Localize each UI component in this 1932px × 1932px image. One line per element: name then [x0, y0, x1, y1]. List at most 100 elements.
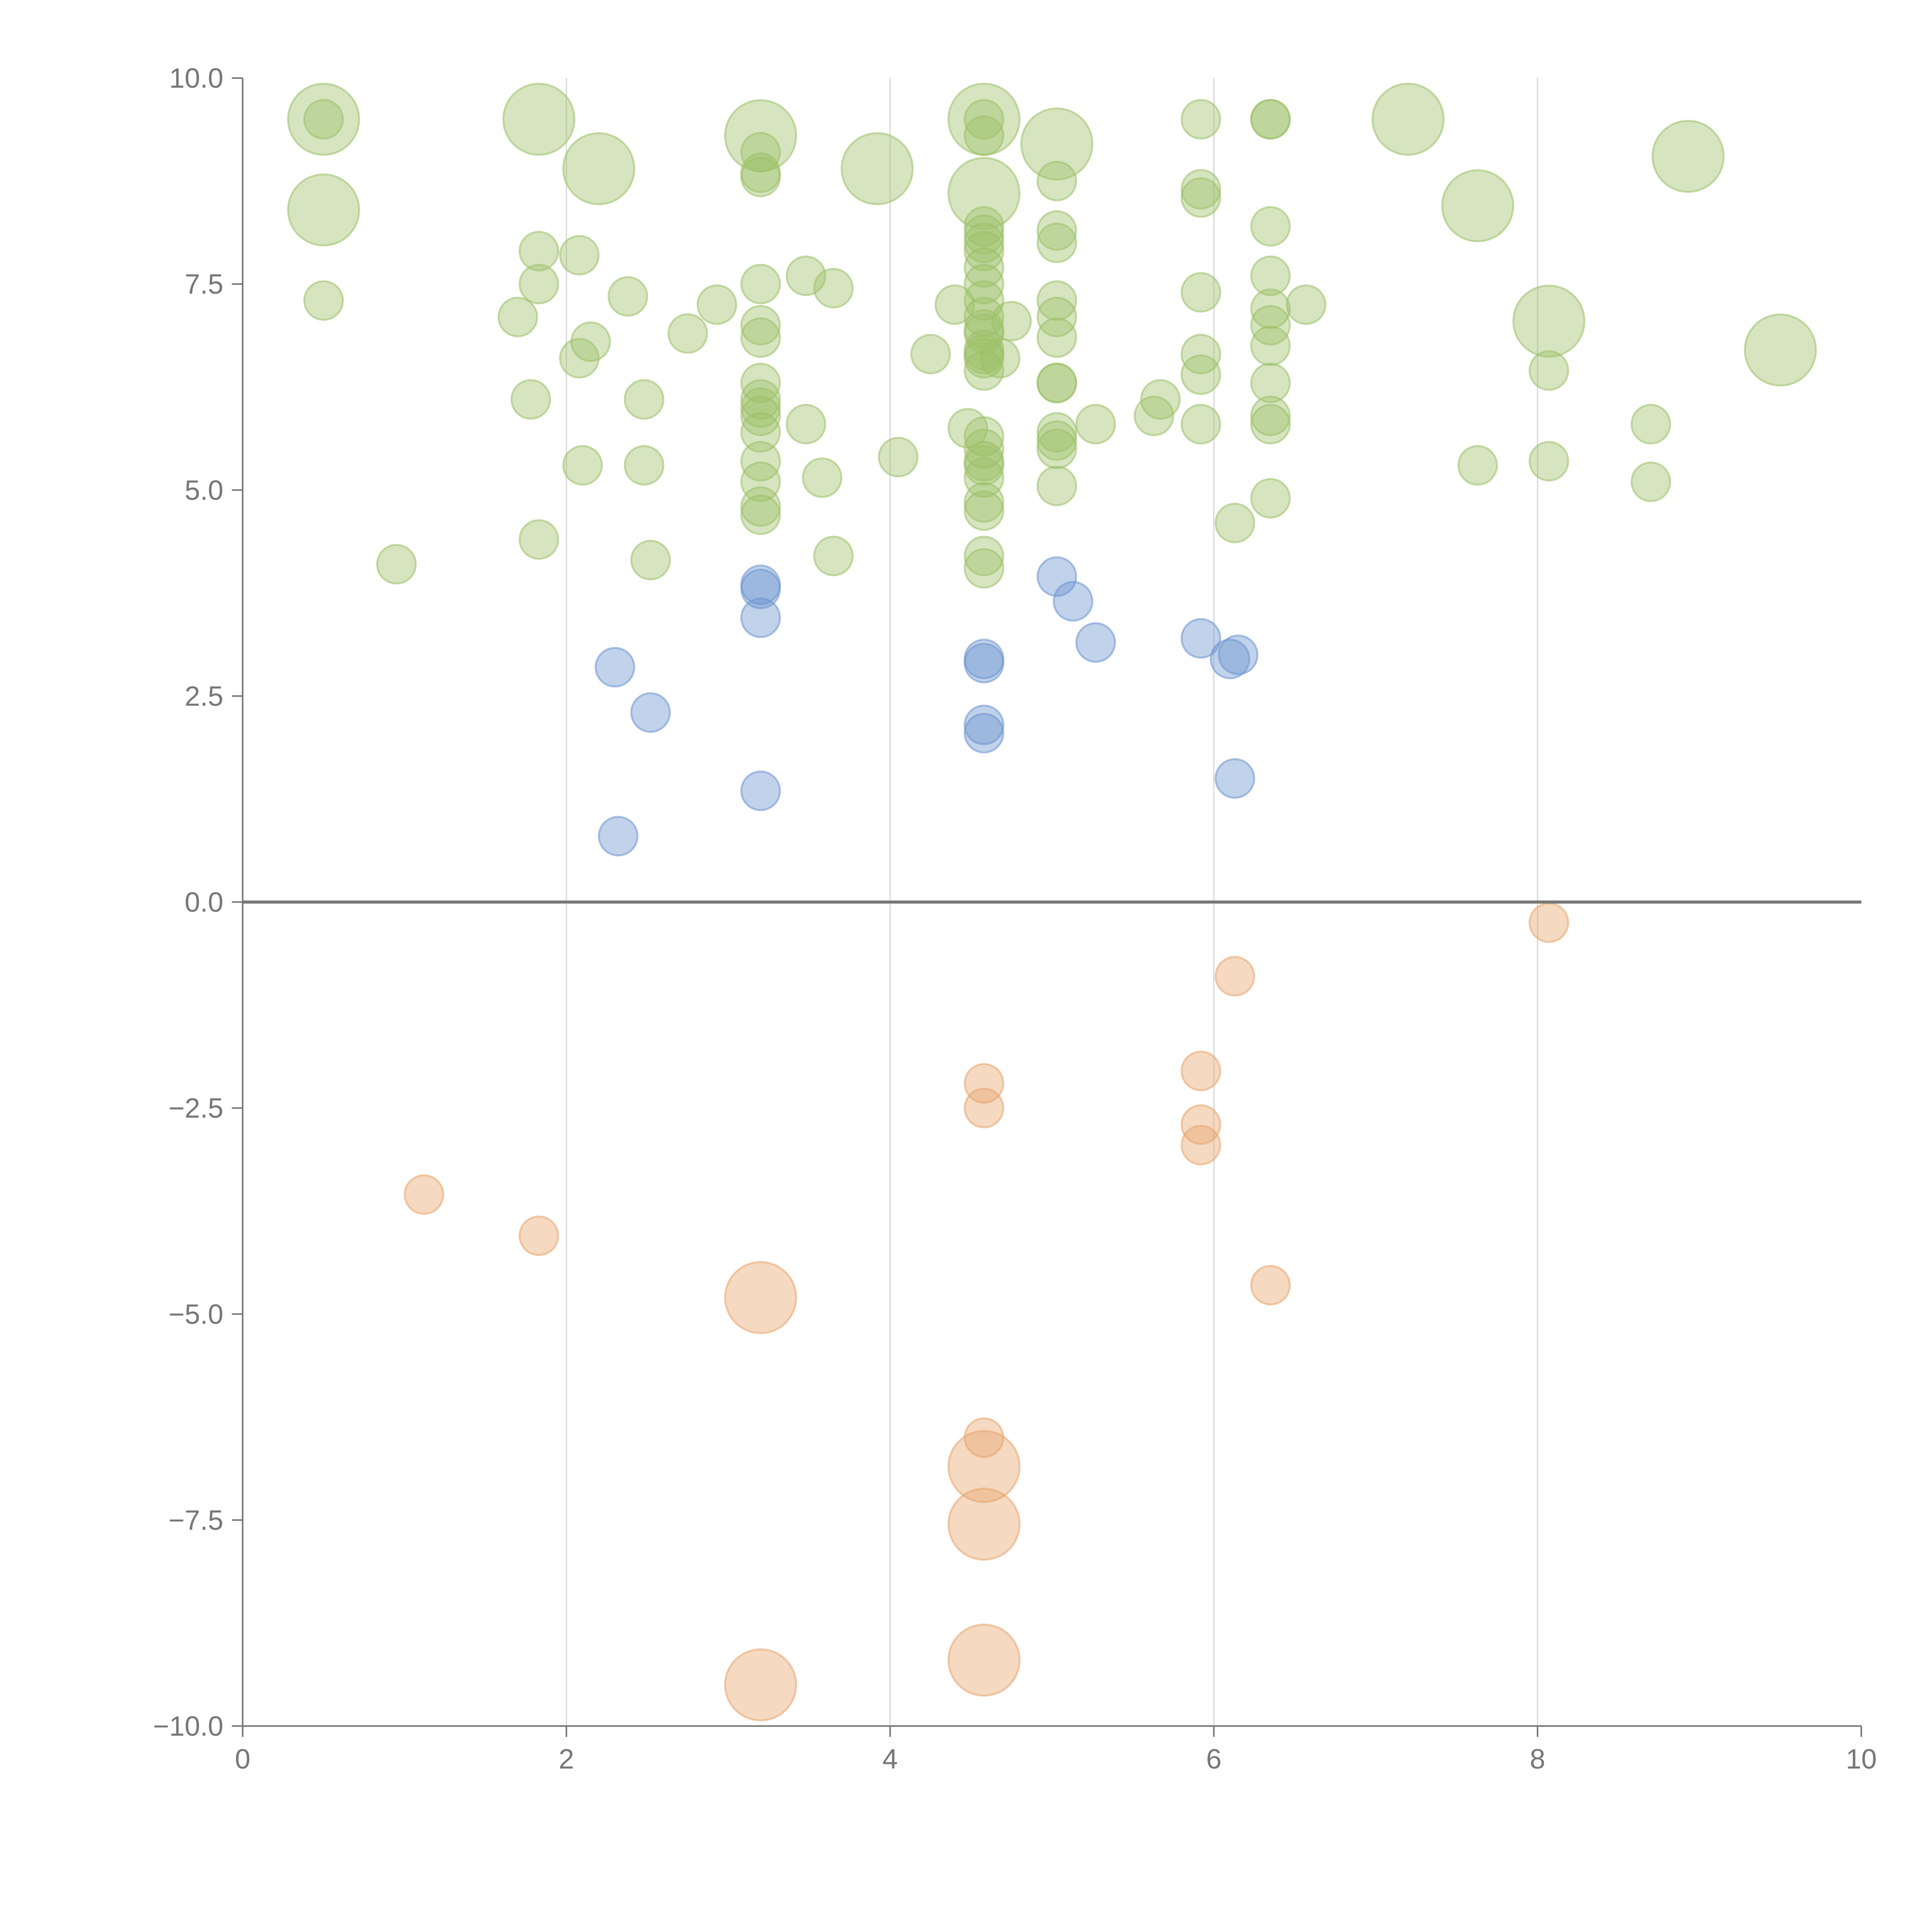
data-point-high [303, 99, 344, 140]
data-point-high [813, 536, 854, 577]
data-point-high [1250, 325, 1291, 366]
data-point-high [964, 231, 1005, 272]
data-point-high [624, 379, 665, 420]
data-point-high [964, 223, 1005, 263]
data-point-negative [724, 1261, 797, 1334]
data-point-high [740, 461, 781, 502]
data-point-high [559, 235, 600, 276]
data-point-high [1630, 404, 1671, 445]
data-point-high [1630, 461, 1671, 502]
data-point-mid [598, 816, 639, 857]
data-point-high [740, 305, 781, 346]
data-point-high [910, 333, 951, 374]
data-point-high [964, 536, 1005, 577]
data-point-mid [740, 597, 781, 638]
data-point-mid [740, 568, 781, 609]
y-tick-label: −10.0 [153, 1711, 223, 1742]
x-tick-label: 2 [559, 1744, 574, 1775]
data-point-high [1036, 420, 1077, 461]
x-axis-ticks: 0 2 4 6 8 10 [235, 1726, 1877, 1775]
data-point-high [1250, 288, 1291, 329]
data-point-negative [1250, 1265, 1291, 1306]
data-point-high [740, 395, 781, 436]
data-point-high [740, 317, 781, 358]
data-point-high [562, 445, 603, 486]
data-point-high [980, 338, 1020, 379]
data-point-high [786, 404, 827, 445]
data-point-high [1036, 466, 1077, 507]
data-point-high [1512, 284, 1586, 358]
data-point-high [696, 284, 737, 325]
x-tick-label: 0 [235, 1744, 250, 1775]
data-point-mid [1036, 556, 1077, 597]
data-point-high [964, 206, 1005, 247]
data-point-high [1250, 395, 1291, 436]
data-point-high [519, 519, 560, 560]
data-point-high [813, 268, 854, 309]
data-point-high [1529, 350, 1570, 391]
y-tick-label: 5.0 [185, 475, 223, 506]
data-point-high [740, 412, 781, 453]
data-point-high [303, 280, 344, 321]
data-point-high [964, 457, 1005, 498]
x-tick-label: 8 [1530, 1744, 1545, 1775]
data-point-negative [1529, 902, 1570, 943]
data-point-high [502, 83, 576, 156]
data-point-mid [594, 647, 635, 688]
data-point-mid [1180, 618, 1221, 659]
data-point-high [964, 416, 1005, 457]
data-point-high [1180, 333, 1221, 374]
data-point-high [519, 264, 560, 304]
data-point-high [1441, 169, 1514, 243]
data-point-high [1036, 296, 1077, 337]
data-points [287, 83, 1817, 1721]
data-point-high [287, 83, 360, 156]
data-point-high [1744, 313, 1817, 387]
data-point-high [1180, 177, 1221, 218]
data-point-negative [519, 1215, 560, 1256]
data-point-high [1457, 445, 1498, 486]
data-point-negative [947, 1623, 1021, 1697]
data-point-high [964, 264, 1005, 304]
data-point-negative [964, 1063, 1005, 1104]
data-point-high [991, 301, 1032, 342]
data-point-high [497, 296, 538, 337]
data-point-high [1036, 210, 1077, 251]
data-point-negative [1180, 1125, 1221, 1166]
data-point-high [964, 313, 1005, 354]
data-point-high [964, 490, 1005, 531]
data-point-high [376, 544, 417, 585]
y-tick-label: 0.0 [185, 887, 223, 918]
data-point-mid [740, 770, 781, 811]
data-point-high [624, 445, 665, 486]
data-point-mid [1218, 634, 1259, 675]
data-point-negative [724, 1648, 797, 1721]
data-point-high [1140, 379, 1181, 420]
x-tick-label: 4 [883, 1744, 898, 1775]
data-point-high [562, 132, 636, 206]
data-point-negative [403, 1174, 444, 1215]
y-tick-label: −2.5 [168, 1093, 223, 1124]
data-point-high [1371, 83, 1445, 156]
y-tick-label: 2.5 [185, 681, 223, 712]
data-point-high [740, 152, 781, 193]
data-point-high [519, 231, 560, 272]
data-point-high [510, 379, 551, 420]
data-point-negative [1214, 956, 1255, 997]
data-point-mid [1214, 758, 1255, 799]
data-point-high [786, 255, 827, 296]
data-point-high [740, 132, 781, 173]
data-point-high [1250, 362, 1291, 403]
data-point-high [630, 540, 671, 581]
data-point-high [740, 379, 781, 420]
data-point-mid [964, 704, 1005, 745]
y-tick-label: −5.0 [168, 1299, 223, 1330]
data-point-high [1651, 120, 1725, 193]
y-axis-ticks: −10.0 −7.5 −5.0 −2.5 0.0 2.5 5.0 7.5 10.0 [153, 63, 243, 1742]
y-tick-label: 7.5 [185, 269, 223, 300]
data-point-high [878, 437, 919, 478]
data-point-negative [1180, 1051, 1221, 1092]
data-point-high [1036, 223, 1077, 263]
data-point-high [964, 99, 1005, 140]
